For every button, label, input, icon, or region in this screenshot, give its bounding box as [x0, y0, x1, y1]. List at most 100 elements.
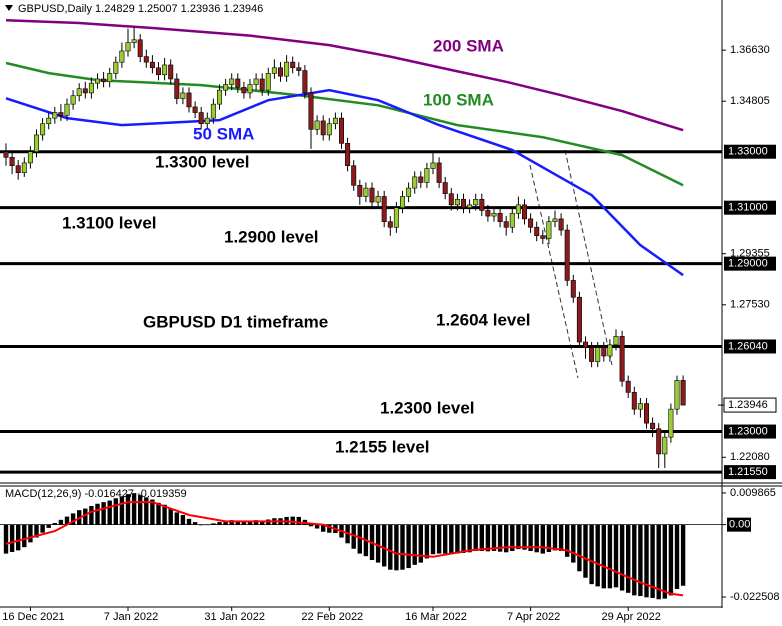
candle-body	[601, 347, 607, 357]
macd-bar	[34, 524, 39, 538]
macd-bar	[662, 524, 667, 599]
candle-body	[460, 198, 466, 208]
candle-body	[406, 187, 412, 197]
macd-bar	[211, 523, 216, 525]
level-label: 1.29000	[728, 258, 768, 270]
candle-body	[442, 182, 448, 194]
macd-bar	[138, 495, 143, 525]
candle-body	[668, 408, 674, 438]
candle-body	[247, 84, 253, 94]
candle-body	[113, 61, 119, 74]
macd-bar	[656, 524, 661, 600]
macd-bar	[406, 524, 411, 569]
macd-bar	[668, 524, 674, 596]
candle-body	[607, 344, 613, 357]
macd-bar	[223, 520, 228, 525]
y-tick-label: 1.27530	[730, 299, 770, 311]
macd-bar	[528, 524, 533, 552]
candle-body	[265, 73, 271, 91]
macd-bar	[28, 524, 33, 543]
candle-body	[125, 42, 131, 52]
candle-body	[369, 187, 375, 203]
candle-body	[76, 88, 82, 97]
macd-bar	[22, 524, 27, 548]
candle-body	[271, 67, 277, 74]
candle-body	[241, 87, 247, 94]
y-tick-label: 1.22080	[730, 451, 770, 463]
level-label: 1.23000	[728, 425, 768, 437]
macd-bar	[156, 502, 161, 525]
candle-body	[631, 392, 637, 410]
macd-bar	[680, 524, 686, 586]
macd-bar	[192, 522, 198, 525]
candle-body	[546, 221, 552, 239]
candle-body	[570, 280, 576, 298]
y-tick-label: 1.29355	[730, 248, 770, 260]
macd-bar	[473, 524, 478, 552]
candle-body	[351, 165, 357, 186]
macd-bar	[16, 524, 21, 551]
candle-body	[192, 106, 198, 113]
macd-bar	[46, 524, 51, 528]
candle-body	[332, 117, 338, 125]
current-price-label: 1.23946	[728, 399, 768, 411]
macd-bar	[131, 493, 137, 525]
candle-body	[576, 296, 582, 343]
macd-bar	[162, 504, 167, 525]
macd-bar	[613, 524, 619, 588]
macd-bar	[534, 524, 539, 553]
macd-bar	[180, 515, 186, 525]
macd-bar	[589, 524, 594, 585]
macd-bar	[296, 516, 301, 525]
candle-body	[174, 78, 180, 99]
macd-bar	[443, 524, 448, 554]
level-label: 1.31000	[728, 202, 768, 214]
annotation: 1.2900 level	[224, 227, 319, 246]
candle-body	[650, 422, 656, 430]
macd-bar	[424, 524, 430, 559]
y-tick-label: 1.36630	[730, 44, 770, 56]
candle-body	[564, 229, 570, 281]
macd-bar	[516, 524, 521, 550]
macd-bar	[113, 498, 118, 525]
candle-body	[82, 88, 88, 94]
candle-body	[107, 73, 113, 83]
macd-bar	[565, 524, 570, 557]
candle-body	[119, 50, 125, 63]
macd-bar	[241, 521, 247, 525]
candle-body	[33, 134, 39, 153]
candle-body	[643, 403, 649, 424]
candle-body	[131, 39, 137, 43]
candle-body	[473, 198, 479, 206]
macd-bar	[619, 524, 625, 591]
macd-bar	[485, 524, 491, 552]
candle-body	[40, 123, 46, 136]
macd-bar	[83, 508, 88, 525]
macd-bar	[491, 524, 497, 552]
macd-bar	[186, 518, 192, 525]
candle-body	[168, 64, 174, 80]
annotation: 1.2604 level	[436, 310, 531, 329]
candle-body	[15, 165, 21, 173]
macd-signal	[5, 501, 684, 597]
chart-title: GBPUSD,Daily 1.24829 1.25007 1.23936 1.2…	[18, 3, 263, 15]
candle-body	[491, 212, 497, 217]
macd-bar	[58, 519, 64, 525]
candle-body	[497, 212, 503, 222]
macd-bar	[674, 524, 680, 589]
candle-body	[52, 112, 58, 119]
macd-bar	[95, 503, 100, 525]
macd-bar	[638, 524, 643, 597]
macd-bar	[632, 524, 637, 596]
macd-bar	[504, 524, 509, 553]
candle-body	[284, 61, 290, 77]
candle-body	[375, 196, 381, 203]
candle-body	[137, 39, 143, 57]
level-label-box	[724, 339, 776, 354]
annotation: 1.2155 level	[335, 437, 430, 456]
macd-bar	[174, 512, 179, 525]
candle-body	[393, 207, 399, 228]
level-label-box	[724, 465, 776, 480]
candle-body	[253, 78, 259, 85]
